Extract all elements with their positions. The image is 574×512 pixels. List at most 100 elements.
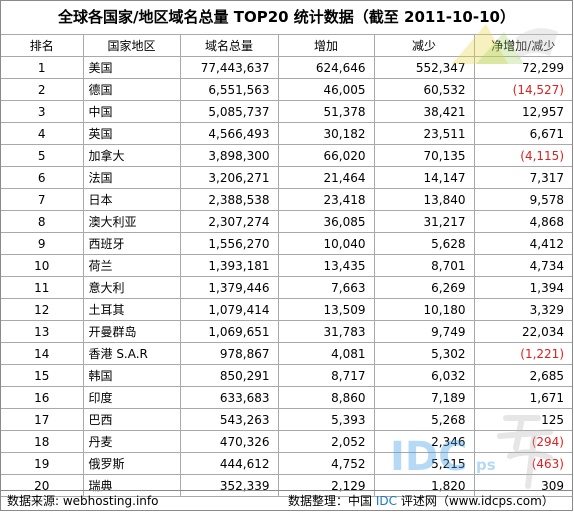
data-organizer-rest: 评述网（www.idcps.com） (397, 494, 554, 508)
cell-net: 309 (473, 474, 572, 497)
cell-net: 125 (473, 408, 572, 431)
cell-decrease: 9,749 (373, 320, 475, 343)
data-source-link: webhosting.info (62, 494, 159, 508)
cell-increase: 5,393 (277, 408, 375, 431)
column-header-net: 净增加/减少 (473, 34, 572, 57)
sheet-title: 全球各国家/地区域名总量 TOP20 统计数据（截至 2011-10-10） (1, 1, 572, 35)
cell-country: 丹麦 (82, 430, 181, 453)
cell-rank: 2 (1, 78, 84, 101)
cell-country: 中国 (82, 100, 181, 123)
cell-rank: 6 (1, 166, 84, 189)
cell-total: 543,263 (179, 408, 279, 431)
cell-total: 77,443,637 (179, 56, 279, 79)
idc-brand-text: IDC (375, 494, 397, 508)
cell-decrease: 552,347 (373, 56, 475, 79)
cell-increase: 13,509 (277, 298, 375, 321)
cell-rank: 13 (1, 320, 84, 343)
data-source-label: 数据来源: (7, 494, 63, 508)
cell-net: 7,317 (473, 166, 572, 189)
cell-decrease: 6,032 (373, 364, 475, 387)
cell-decrease: 70,135 (373, 144, 475, 167)
cell-net: 4,868 (473, 210, 572, 233)
table-body: 1 美国 77,443,637 624,646 552,347 72,299 2 德国 6,55… (1, 56, 572, 497)
cell-increase: 21,464 (277, 166, 375, 189)
cell-rank: 14 (1, 342, 84, 365)
cell-country: 法国 (82, 166, 181, 189)
cell-country: 意大利 (82, 276, 181, 299)
cell-country: 香港 S.A.R (82, 342, 181, 365)
cell-total: 1,079,414 (179, 298, 279, 321)
table-row: 19 俄罗斯 444,612 4,752 5,215 (463) (1, 452, 572, 475)
cell-rank: 9 (1, 232, 84, 255)
cell-country: 德国 (82, 78, 181, 101)
data-organizer: 数据整理：中国 IDC 评述网（www.idcps.com） (288, 491, 554, 510)
cell-increase: 2,052 (277, 430, 375, 453)
cell-rank: 19 (1, 452, 84, 475)
cell-total: 2,307,274 (179, 210, 279, 233)
cell-net: (1,221) (473, 342, 572, 365)
cell-total: 470,326 (179, 430, 279, 453)
cell-net: 4,412 (473, 232, 572, 255)
cell-total: 978,867 (179, 342, 279, 365)
cell-decrease: 6,269 (373, 276, 475, 299)
table-row: 17 巴西 543,263 5,393 5,268 125 (1, 408, 572, 431)
cell-increase: 8,717 (277, 364, 375, 387)
table-row: 18 丹麦 470,326 2,052 2,346 (294) (1, 430, 572, 453)
table-row: 6 法国 3,206,271 21,464 14,147 7,317 (1, 166, 572, 189)
footer-bar: 数据来源: webhosting.info 数据整理：中国 IDC 评述网（ww… (1, 490, 572, 510)
cell-total: 352,339 (179, 474, 279, 497)
cell-country: 瑞典 (82, 474, 181, 497)
cell-increase: 8,860 (277, 386, 375, 409)
cell-rank: 15 (1, 364, 84, 387)
cell-country: 印度 (82, 386, 181, 409)
cell-country: 韩国 (82, 364, 181, 387)
cell-net: (463) (473, 452, 572, 475)
cell-country: 荷兰 (82, 254, 181, 277)
table-row: 20 瑞典 352,339 2,129 1,820 309 (1, 474, 572, 497)
cell-increase: 51,378 (277, 100, 375, 123)
header-row: 排名 国家地区 域名总量 增加 减少 净增加/减少 (1, 34, 572, 57)
column-header-country: 国家地区 (82, 34, 181, 57)
cell-country: 土耳其 (82, 298, 181, 321)
cell-total: 6,551,563 (179, 78, 279, 101)
cell-net: 9,578 (473, 188, 572, 211)
cell-decrease: 5,628 (373, 232, 475, 255)
table-row: 15 韩国 850,291 8,717 6,032 2,685 (1, 364, 572, 387)
cell-net: 2,685 (473, 364, 572, 387)
cell-total: 850,291 (179, 364, 279, 387)
cell-decrease: 5,215 (373, 452, 475, 475)
cell-country: 俄罗斯 (82, 452, 181, 475)
cell-decrease: 13,840 (373, 188, 475, 211)
cell-country: 日本 (82, 188, 181, 211)
cell-rank: 12 (1, 298, 84, 321)
cell-country: 澳大利亚 (82, 210, 181, 233)
cell-decrease: 31,217 (373, 210, 475, 233)
cell-total: 1,556,270 (179, 232, 279, 255)
cell-net: 22,034 (473, 320, 572, 343)
cell-net: (14,527) (473, 78, 572, 101)
cell-decrease: 1,820 (373, 474, 475, 497)
cell-total: 5,085,737 (179, 100, 279, 123)
cell-net: 4,734 (473, 254, 572, 277)
cell-rank: 5 (1, 144, 84, 167)
cell-decrease: 10,180 (373, 298, 475, 321)
cell-net: (294) (473, 430, 572, 453)
cell-increase: 10,040 (277, 232, 375, 255)
cell-total: 3,206,271 (179, 166, 279, 189)
cell-net: 12,957 (473, 100, 572, 123)
cell-net: 1,671 (473, 386, 572, 409)
cell-increase: 46,005 (277, 78, 375, 101)
column-header-rank: 排名 (1, 34, 84, 57)
cell-total: 4,566,493 (179, 122, 279, 145)
cell-increase: 23,418 (277, 188, 375, 211)
cell-country: 巴西 (82, 408, 181, 431)
domain-stats-table: 排名 国家地区 域名总量 增加 减少 净增加/减少 1 美国 77,443,637 6… (1, 34, 572, 497)
column-header-decrease: 减少 (373, 34, 475, 57)
table-row: 9 西班牙 1,556,270 10,040 5,628 4,412 (1, 232, 572, 255)
cell-increase: 4,081 (277, 342, 375, 365)
table-row: 1 美国 77,443,637 624,646 552,347 72,299 (1, 56, 572, 79)
table-row: 5 加拿大 3,898,300 66,020 70,135 (4,115) (1, 144, 572, 167)
table-row: 8 澳大利亚 2,307,274 36,085 31,217 4,868 (1, 210, 572, 233)
cell-total: 3,898,300 (179, 144, 279, 167)
cell-net: 1,394 (473, 276, 572, 299)
